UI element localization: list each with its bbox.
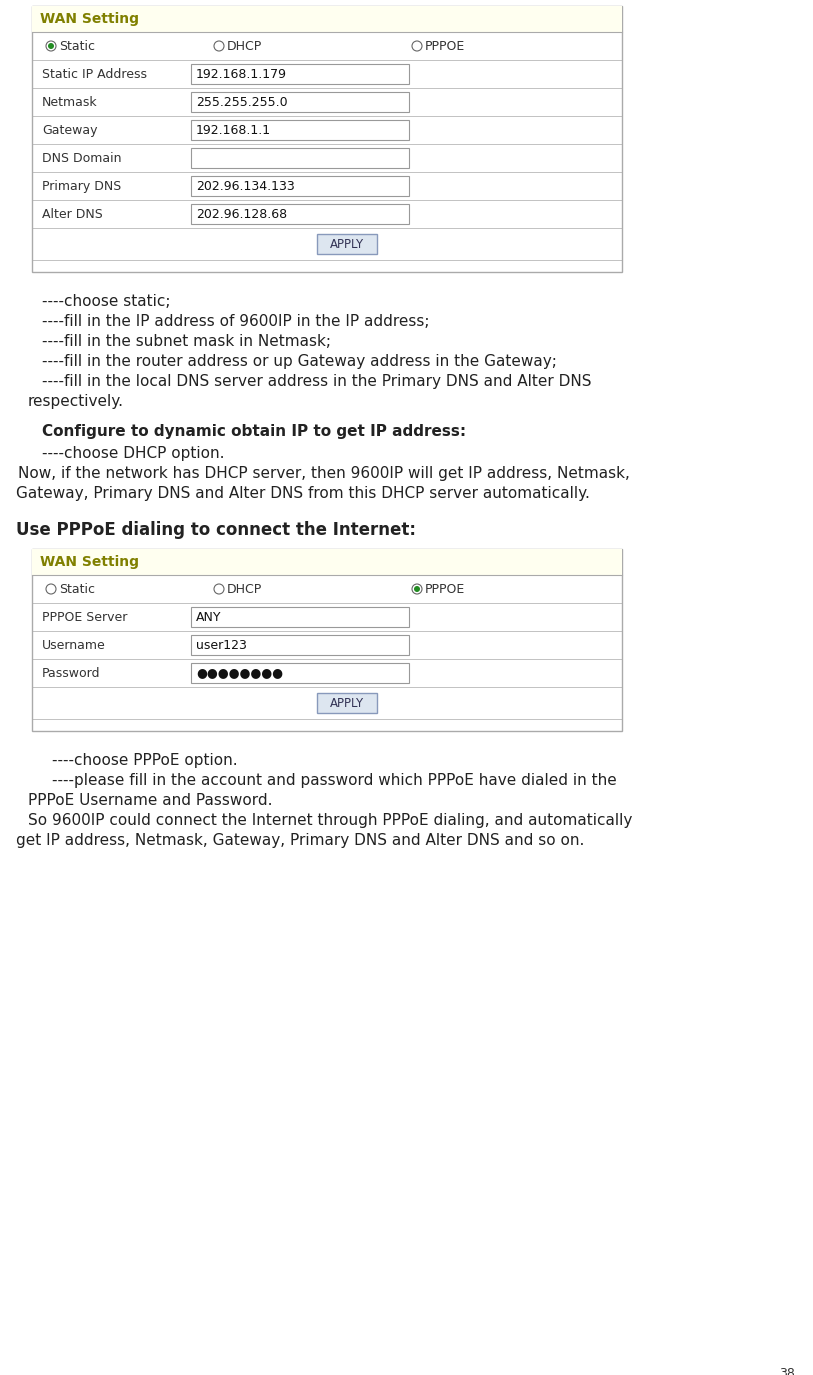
Circle shape bbox=[46, 584, 56, 594]
Bar bbox=[191, 148, 409, 168]
Bar bbox=[191, 635, 409, 654]
Bar bbox=[317, 693, 377, 714]
Bar bbox=[32, 549, 622, 575]
Text: Alter DNS: Alter DNS bbox=[42, 208, 102, 220]
Text: ----fill in the IP address of 9600IP in the IP address;: ----fill in the IP address of 9600IP in … bbox=[42, 314, 429, 329]
Text: Gateway, Primary DNS and Alter DNS from this DHCP server automatically.: Gateway, Primary DNS and Alter DNS from … bbox=[16, 485, 590, 500]
Bar bbox=[32, 549, 622, 732]
Text: ----choose static;: ----choose static; bbox=[42, 294, 171, 309]
Text: Now, if the network has DHCP server, then 9600IP will get IP address, Netmask,: Now, if the network has DHCP server, the… bbox=[18, 466, 630, 481]
Text: Netmask: Netmask bbox=[42, 95, 98, 109]
Bar bbox=[32, 6, 622, 272]
Text: 202.96.128.68: 202.96.128.68 bbox=[196, 208, 287, 220]
Text: Static: Static bbox=[59, 583, 95, 595]
Text: DNS Domain: DNS Domain bbox=[42, 151, 121, 165]
Text: WAN Setting: WAN Setting bbox=[40, 12, 139, 26]
Text: So 9600IP could connect the Internet through PPPoE dialing, and automatically: So 9600IP could connect the Internet thr… bbox=[28, 813, 633, 828]
Text: PPPOE: PPPOE bbox=[425, 583, 465, 595]
Text: Primary DNS: Primary DNS bbox=[42, 180, 121, 192]
Bar bbox=[32, 6, 622, 32]
Text: ----please fill in the account and password which PPPoE have dialed in the: ----please fill in the account and passw… bbox=[52, 773, 617, 788]
Text: Static: Static bbox=[59, 40, 95, 52]
Text: 255.255.255.0: 255.255.255.0 bbox=[196, 95, 288, 109]
Text: ----fill in the router address or up Gateway address in the Gateway;: ----fill in the router address or up Gat… bbox=[42, 353, 557, 368]
Text: APPLY: APPLY bbox=[330, 697, 364, 710]
Text: PPPOE: PPPOE bbox=[425, 40, 465, 52]
Text: DHCP: DHCP bbox=[227, 40, 263, 52]
Text: ----fill in the subnet mask in Netmask;: ----fill in the subnet mask in Netmask; bbox=[42, 334, 331, 349]
Text: Gateway: Gateway bbox=[42, 124, 98, 136]
Text: ----fill in the local DNS server address in the Primary DNS and Alter DNS: ----fill in the local DNS server address… bbox=[42, 374, 592, 389]
Text: user123: user123 bbox=[196, 638, 247, 652]
Text: Username: Username bbox=[42, 638, 106, 652]
Text: ----choose DHCP option.: ----choose DHCP option. bbox=[42, 446, 224, 461]
Text: PPPOE Server: PPPOE Server bbox=[42, 610, 128, 623]
Circle shape bbox=[46, 41, 56, 51]
Text: ----choose PPPoE option.: ----choose PPPoE option. bbox=[52, 754, 237, 769]
Text: 202.96.134.133: 202.96.134.133 bbox=[196, 180, 295, 192]
Text: Configure to dynamic obtain IP to get IP address:: Configure to dynamic obtain IP to get IP… bbox=[42, 424, 466, 439]
Bar bbox=[191, 176, 409, 197]
Bar bbox=[191, 606, 409, 627]
Circle shape bbox=[414, 586, 420, 593]
Text: Use PPPoE dialing to connect the Internet:: Use PPPoE dialing to connect the Interne… bbox=[16, 521, 416, 539]
Bar bbox=[191, 120, 409, 140]
Circle shape bbox=[412, 584, 422, 594]
Bar bbox=[191, 65, 409, 84]
Circle shape bbox=[214, 584, 224, 594]
Text: ANY: ANY bbox=[196, 610, 221, 623]
Bar bbox=[191, 204, 409, 224]
Text: 192.168.1.1: 192.168.1.1 bbox=[196, 124, 271, 136]
Text: ●●●●●●●●: ●●●●●●●● bbox=[196, 667, 283, 679]
Text: APPLY: APPLY bbox=[330, 238, 364, 250]
Text: 38: 38 bbox=[779, 1367, 795, 1375]
Circle shape bbox=[214, 41, 224, 51]
Bar bbox=[191, 92, 409, 111]
Text: 192.168.1.179: 192.168.1.179 bbox=[196, 67, 287, 81]
Text: WAN Setting: WAN Setting bbox=[40, 556, 139, 569]
Bar bbox=[317, 234, 377, 254]
Text: get IP address, Netmask, Gateway, Primary DNS and Alter DNS and so on.: get IP address, Netmask, Gateway, Primar… bbox=[16, 833, 585, 848]
Text: Static IP Address: Static IP Address bbox=[42, 67, 147, 81]
Text: PPPoE Username and Password.: PPPoE Username and Password. bbox=[28, 793, 272, 808]
Bar bbox=[191, 663, 409, 683]
Text: Password: Password bbox=[42, 667, 101, 679]
Text: DHCP: DHCP bbox=[227, 583, 263, 595]
Circle shape bbox=[48, 43, 54, 50]
Text: respectively.: respectively. bbox=[28, 395, 124, 408]
Circle shape bbox=[412, 41, 422, 51]
